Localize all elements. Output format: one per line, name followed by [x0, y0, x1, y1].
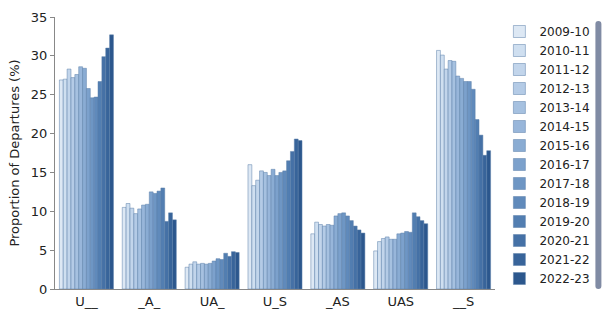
svg-text:2016-17: 2016-17 — [539, 158, 589, 172]
svg-text:2010-11: 2010-11 — [539, 44, 589, 58]
svg-text:25: 25 — [31, 87, 48, 102]
svg-text:0: 0 — [39, 282, 47, 297]
svg-text:5: 5 — [39, 243, 47, 258]
svg-text:15: 15 — [31, 165, 48, 180]
svg-text:_AS: _AS — [325, 294, 350, 309]
svg-text:UAS: UAS — [387, 294, 414, 309]
svg-text:Proportion of Departures (%): Proportion of Departures (%) — [7, 59, 22, 246]
svg-text:2009-10: 2009-10 — [539, 25, 589, 39]
svg-text:2011-12: 2011-12 — [539, 63, 589, 77]
svg-text:U_S: U_S — [263, 294, 287, 309]
svg-text:2012-13: 2012-13 — [539, 82, 589, 96]
svg-text:__S: __S — [452, 294, 474, 309]
svg-text:30: 30 — [31, 48, 48, 63]
svg-text:2018-19: 2018-19 — [539, 196, 589, 210]
svg-text:10: 10 — [31, 204, 48, 219]
svg-text:_A_: _A_ — [137, 294, 160, 309]
svg-text:20: 20 — [31, 126, 48, 141]
svg-text:2013-14: 2013-14 — [539, 101, 589, 115]
svg-text:2022-23: 2022-23 — [539, 272, 589, 286]
svg-text:35: 35 — [31, 10, 48, 25]
svg-text:2021-22: 2021-22 — [539, 253, 589, 267]
svg-text:UA_: UA_ — [200, 294, 225, 309]
svg-text:2020-21: 2020-21 — [539, 234, 589, 248]
svg-text:2015-16: 2015-16 — [539, 139, 589, 153]
svg-text:2014-15: 2014-15 — [539, 120, 589, 134]
svg-text:2017-18: 2017-18 — [539, 177, 589, 191]
svg-text:U__: U__ — [75, 294, 98, 309]
svg-text:2019-20: 2019-20 — [539, 215, 589, 229]
